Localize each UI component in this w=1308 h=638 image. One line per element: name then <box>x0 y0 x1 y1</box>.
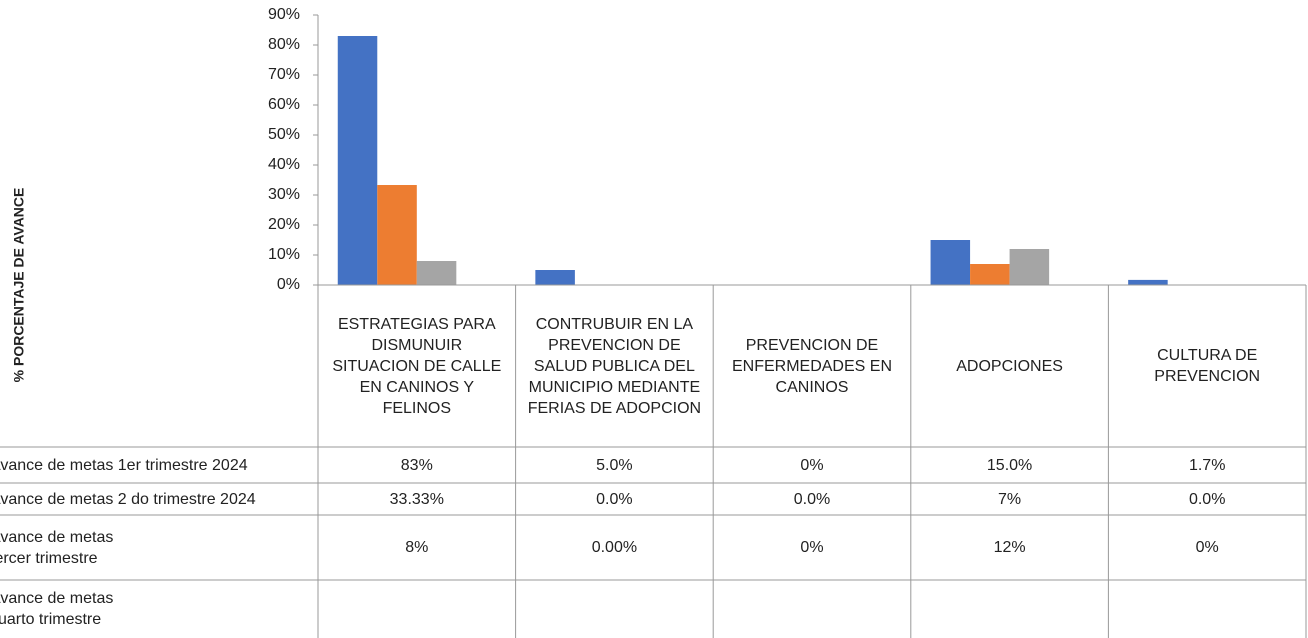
y-tick-label: 70% <box>268 66 300 83</box>
table-value: 0.0% <box>793 490 831 508</box>
bar <box>337 36 378 285</box>
table-value: 0% <box>1195 539 1219 556</box>
y-tick-label: 60% <box>268 96 300 113</box>
y-tick-label: 30% <box>268 186 300 203</box>
bar <box>377 185 417 285</box>
table-value: 83% <box>400 456 433 474</box>
y-tick-label: 40% <box>268 156 300 173</box>
legend-row-label: Avance de metas 2 do trimestre 2024 <box>0 490 256 508</box>
legend-row-label: Avance de metas cuarto trimestre <box>0 590 114 628</box>
category-label: PREVENCION DE ENFERMEDADES EN CANINOS <box>731 336 892 396</box>
y-axis-title: % PORCENTAJE DE AVANCE <box>11 188 27 383</box>
bar <box>1009 249 1050 285</box>
y-tick-label: 80% <box>268 36 300 53</box>
bar <box>930 240 971 285</box>
table-value: 0.00% <box>591 539 638 556</box>
legend-row-label: Avance de metas tercer trimestre <box>0 528 114 567</box>
category-label: CULTURA DE PREVENCION <box>1154 347 1261 385</box>
y-tick-label: 20% <box>268 216 300 233</box>
bar <box>970 264 1010 285</box>
category-label: ESTRATEGIAS PARA DISMUNUIR SITUACION DE … <box>332 315 502 417</box>
table-value: 7% <box>998 490 1022 508</box>
table-value: 5.0% <box>596 456 633 474</box>
bar <box>1128 279 1168 285</box>
category-label: CONTRUBUIR EN LA PREVENCION DE SALUD PUB… <box>527 315 702 417</box>
table-value: 0% <box>800 539 824 556</box>
y-tick-label: 0% <box>277 276 300 293</box>
y-tick-label: 90% <box>268 6 300 23</box>
table-value: 0% <box>800 456 824 474</box>
table-value: 0.0% <box>1188 490 1226 508</box>
table-value: 0.0% <box>596 490 633 508</box>
legend-row-label: Avance de metas 1er trimestre 2024 <box>0 456 248 474</box>
bar <box>535 270 575 285</box>
table-value: 33.33% <box>389 490 444 508</box>
table-value: 1.7% <box>1188 456 1226 474</box>
table-value: 8% <box>405 539 429 556</box>
bar <box>416 261 457 285</box>
table-value: 15.0% <box>986 456 1033 474</box>
table-value: 12% <box>993 539 1026 556</box>
y-tick-label: 10% <box>268 246 300 263</box>
y-tick-label: 50% <box>268 126 300 143</box>
category-label: ADOPCIONES <box>956 357 1063 375</box>
